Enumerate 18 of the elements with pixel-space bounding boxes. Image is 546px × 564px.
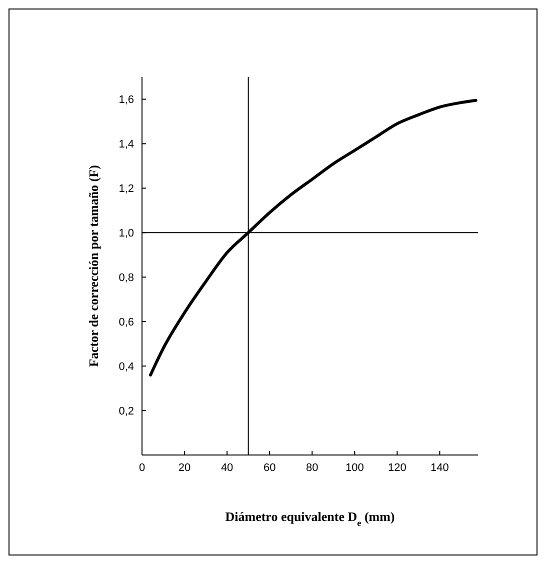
- y-tick-label: 0,2: [118, 405, 134, 418]
- y-tick-label: 1,2: [118, 183, 134, 196]
- x-tick-label: 80: [306, 462, 318, 474]
- x-tick-label: 140: [430, 462, 449, 474]
- x-tick-label: 120: [388, 462, 406, 474]
- x-tick-label: 60: [263, 462, 276, 474]
- x-axis-title: Diámetro equivalente D$_{e}$ (mm): [225, 509, 395, 528]
- y-tick-label: 1,6: [118, 94, 134, 106]
- y-tick-label: 0,4: [118, 360, 134, 373]
- y-axis-title: Factor de corrección por tamaño (F): [86, 165, 101, 367]
- y-tick-label: 1,0: [118, 227, 134, 240]
- y-tick-label: 0,6: [118, 316, 134, 328]
- x-tick-label: 20: [178, 462, 191, 474]
- y-tick-label: 1,4: [118, 138, 134, 151]
- y-tick-label: 0,8: [118, 272, 134, 284]
- x-tick-label: 100: [345, 462, 364, 474]
- x-tick-label: 40: [220, 462, 234, 474]
- x-tick-label: 0: [138, 462, 146, 474]
